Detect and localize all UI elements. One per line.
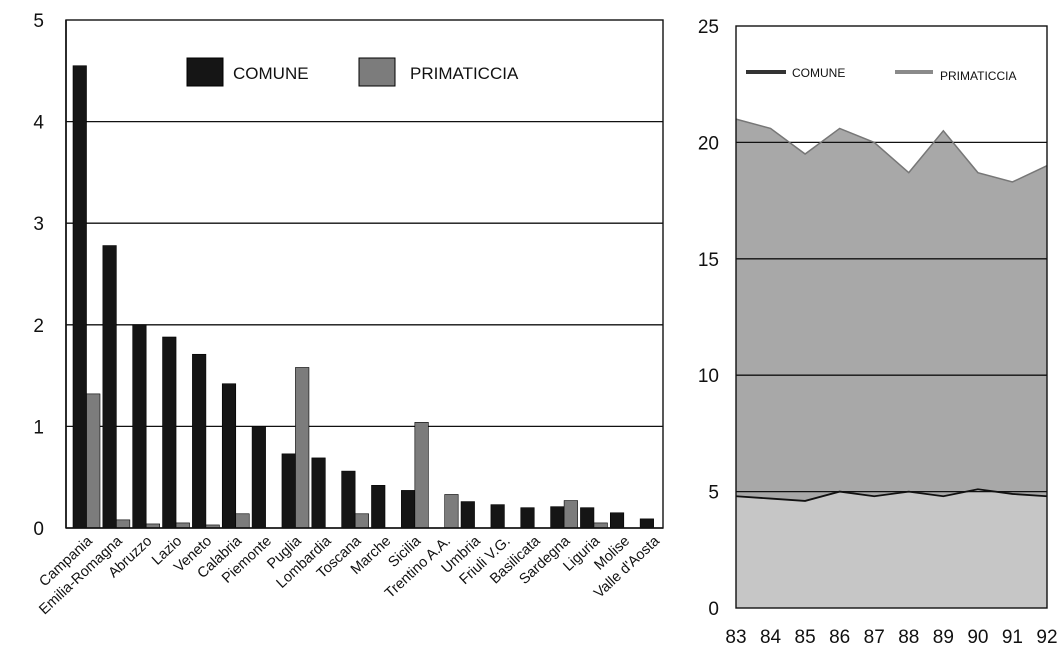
bar-comune-marche — [371, 485, 386, 529]
bar-comune-basilicata — [520, 507, 535, 529]
bar-primaticcia-puglia — [295, 367, 310, 529]
bar-comune-liguria — [580, 507, 595, 529]
bar-comune-sardegna — [550, 506, 565, 529]
bar-chart-legend: COMUNE PRIMATICCIA — [186, 57, 519, 87]
x-tick-86: 86 — [829, 627, 850, 648]
bar-comune-molise — [609, 512, 625, 529]
x-tick-90: 90 — [967, 627, 988, 648]
bar-primaticcia-campania — [86, 393, 101, 529]
bar-primaticcia-toscana — [354, 513, 369, 529]
bar-primaticcia-sicilia — [414, 422, 429, 529]
y-tick-0: 0 — [708, 599, 719, 620]
bar-primaticcia-sardegna — [563, 500, 578, 529]
legend-label-primaticcia: PRIMATICCIA — [410, 64, 519, 83]
x-tick-88: 88 — [898, 627, 919, 648]
bar-chart-x-ticks: CampaniaEmilia-RomagnaAbruzzoLazioVeneto… — [36, 533, 663, 618]
legend-swatch-comune — [186, 57, 224, 87]
y-tick-25: 25 — [698, 17, 719, 38]
x-tick-91: 91 — [1002, 627, 1023, 648]
bar-chart-y-ticks: 0 1 2 3 4 5 — [33, 11, 44, 540]
y-tick-1: 1 — [33, 417, 44, 438]
y-tick-2: 2 — [33, 316, 44, 337]
bar-chart-bars — [72, 65, 654, 529]
bar-primaticcia-calabria — [235, 513, 250, 529]
bar-chart-frame — [65, 19, 664, 529]
bar-chart-regions: 0 1 2 3 4 5 CampaniaEmilia-RomagnaAbruzzoLazi… — [33, 11, 664, 618]
bar-comune-abruzzo — [132, 324, 147, 529]
x-tick-89: 89 — [933, 627, 954, 648]
bar-primaticcia-emilia-romagna — [116, 519, 131, 529]
y-tick-3: 3 — [33, 214, 44, 235]
area-chart-y-ticks: 0 5 10 15 20 25 — [698, 17, 719, 620]
bar-comune-lazio — [162, 336, 177, 529]
bar-comune-calabria — [221, 383, 237, 529]
bar-comune-piemonte — [251, 426, 266, 529]
x-tick-83: 83 — [725, 627, 746, 648]
bar-comune-sicilia — [401, 490, 416, 529]
bar-comune-lombardia — [311, 457, 326, 529]
bar-comune-veneto — [192, 353, 207, 529]
y-tick-20: 20 — [698, 133, 719, 154]
area-series-comune — [736, 489, 1047, 608]
x-tick-85: 85 — [795, 627, 816, 648]
bar-comune-emilia-romagna — [102, 245, 117, 529]
legend-label-primaticcia: PRIMATICCIA — [940, 69, 1016, 83]
y-tick-0: 0 — [33, 519, 44, 540]
area-chart-frame — [735, 25, 1048, 609]
legend-swatch-primaticcia — [358, 57, 396, 87]
area-series-primaticcia — [736, 119, 1047, 609]
bar-comune-campania — [72, 65, 87, 529]
legend-label-comune: COMUNE — [233, 64, 309, 83]
y-tick-5: 5 — [33, 11, 44, 32]
bar-comune-umbria — [460, 501, 475, 529]
area-chart-legend: COMUNE PRIMATICCIA — [746, 66, 1016, 83]
bar-primaticcia-trentino-a-a — [444, 494, 459, 529]
bar-comune-friuli-v-g — [490, 504, 505, 529]
line-series-comune — [735, 488, 1048, 502]
bar-comune-valle-d-aosta — [639, 518, 654, 529]
y-tick-15: 15 — [698, 250, 719, 271]
line-series-primaticcia — [735, 118, 1048, 183]
y-tick-5: 5 — [708, 483, 719, 504]
area-chart-years: 0 5 10 15 20 25 83 84 85 86 87 88 89 90 91 92 COMUNE P… — [698, 17, 1058, 648]
x-tick-87: 87 — [864, 627, 885, 648]
y-tick-4: 4 — [33, 113, 44, 134]
bar-chart-gridlines — [66, 120, 663, 428]
bar-comune-toscana — [341, 470, 356, 529]
x-tick-84: 84 — [760, 627, 782, 648]
bar-comune-puglia — [281, 453, 296, 529]
y-tick-10: 10 — [698, 366, 719, 387]
legend-label-comune: COMUNE — [792, 66, 845, 80]
x-tick-92: 92 — [1036, 627, 1057, 648]
area-chart-x-ticks: 83 84 85 86 87 88 89 90 91 92 — [725, 627, 1057, 648]
